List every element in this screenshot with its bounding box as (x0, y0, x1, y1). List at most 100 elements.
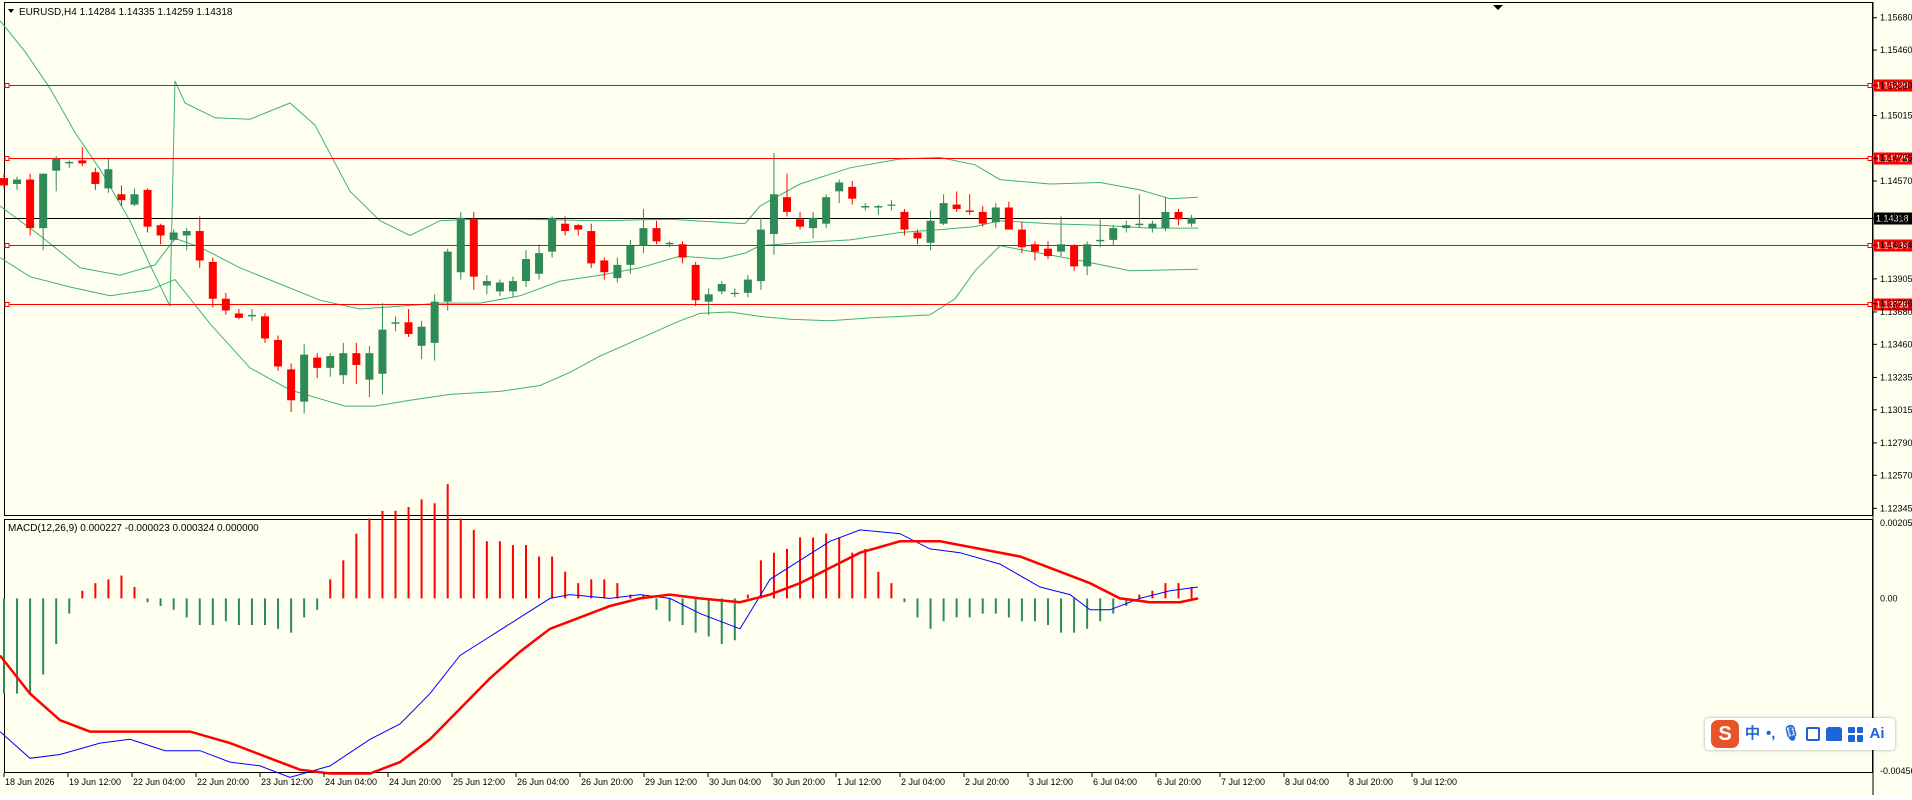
time-label: 6 Jul 04:00 (1093, 777, 1137, 787)
candle (756, 217, 765, 290)
level-price-tag (1874, 298, 1912, 311)
candle-body (404, 322, 413, 335)
skin-icon[interactable] (1826, 727, 1843, 741)
candle-body (469, 219, 478, 277)
candle (1109, 225, 1118, 246)
macd-axis-label: 0.00 (1880, 593, 1898, 603)
candle (404, 309, 413, 337)
ime-language-toggle[interactable]: 中 (1745, 725, 1761, 742)
candle-body (378, 329, 387, 374)
candle (1030, 241, 1039, 261)
time-label: 24 Jun 04:00 (325, 777, 377, 787)
sogou-logo-icon[interactable]: S (1711, 720, 1739, 748)
keyboard-icon[interactable] (1806, 727, 1821, 741)
time-label: 19 Jun 12:00 (69, 777, 121, 787)
candle-body (809, 217, 818, 229)
candle (156, 223, 165, 245)
level-handle[interactable] (1867, 83, 1873, 88)
candle (247, 309, 256, 321)
microphone-icon[interactable]: 🎙 (1781, 725, 1801, 742)
level-price-label: 1.13736 (1876, 300, 1909, 310)
candle (1135, 194, 1144, 229)
candle-body (1070, 245, 1079, 267)
candle-body (508, 281, 517, 292)
current-price-label: 1.14318 (1876, 214, 1909, 224)
candle-body (717, 284, 726, 292)
candle-body (1017, 229, 1026, 248)
candle (378, 303, 387, 395)
candle (0, 173, 8, 189)
candle (783, 173, 791, 217)
candle-body (300, 354, 309, 402)
candle-body (522, 259, 530, 282)
level-price-tag (1874, 79, 1912, 92)
time-label: 7 Jul 12:00 (1221, 777, 1265, 787)
price-label: 1.13235 (1880, 372, 1912, 382)
candle (1161, 197, 1170, 232)
candle (613, 257, 622, 283)
candle-body (26, 179, 35, 229)
candle-body (65, 161, 74, 164)
candle (143, 188, 152, 233)
candle (769, 153, 778, 255)
candle-body (574, 225, 583, 230)
ime-punctuation-toggle[interactable]: •, (1766, 725, 1776, 742)
candle-body (939, 203, 948, 224)
candle-body (182, 231, 191, 236)
candle-body (848, 186, 857, 199)
candle (1174, 208, 1183, 226)
level-handle[interactable] (4, 83, 10, 88)
candle (1187, 214, 1196, 227)
level-handle[interactable] (4, 156, 10, 161)
horizontal-levels[interactable]: 1.15220 1.14725 1.14134 1.13736 1.14318 (4, 79, 1912, 311)
candle (456, 211, 465, 280)
level-handle[interactable] (1867, 302, 1873, 307)
candle (339, 342, 348, 385)
candle-body (704, 294, 713, 302)
candle-body (652, 228, 661, 242)
candle-body (926, 220, 935, 243)
candle-body (261, 316, 269, 339)
candle-body (391, 322, 400, 324)
chart-shift-arrow-icon[interactable] (1493, 5, 1503, 10)
toolbox-grid-icon[interactable] (1848, 726, 1864, 742)
candle (652, 220, 661, 245)
level-handle[interactable] (4, 243, 10, 248)
candle-body (613, 264, 622, 279)
macd-header: MACD(12,26,9) 0.000227 -0.000023 0.00032… (8, 523, 259, 534)
candle (52, 156, 61, 192)
candle (91, 167, 100, 190)
candle-body (287, 369, 296, 401)
level-handle[interactable] (1867, 156, 1873, 161)
candle-body (495, 282, 504, 292)
candle-body (104, 169, 113, 189)
level-price-label: 1.15220 (1876, 81, 1909, 91)
candle-body (887, 204, 896, 206)
candle-body (13, 179, 22, 184)
time-label: 22 Jun 20:00 (197, 777, 249, 787)
price-label: 1.13905 (1880, 274, 1912, 284)
candle-body (900, 211, 909, 230)
time-label: 30 Jun 04:00 (709, 777, 761, 787)
candle-body (769, 194, 778, 234)
candle-body (1174, 211, 1183, 220)
level-handle[interactable] (1867, 243, 1873, 248)
time-label: 2 Jul 04:00 (901, 777, 945, 787)
candle-body (1044, 248, 1052, 257)
ime-toolbar[interactable]: S 中 •, 🎙 Ai (1705, 718, 1895, 750)
time-label: 1 Jul 12:00 (837, 777, 881, 787)
candle (391, 316, 400, 332)
time-label: 22 Jun 04:00 (133, 777, 185, 787)
price-label: 1.14725 (1880, 153, 1912, 163)
candle (574, 223, 583, 236)
ime-ai-button[interactable]: Ai (1869, 725, 1885, 742)
price-label: 1.14134 (1880, 240, 1912, 250)
candle (639, 208, 648, 254)
candle (848, 181, 857, 205)
symbol-dropdown-icon[interactable] (8, 9, 14, 13)
candle (535, 244, 544, 280)
candle-body (78, 160, 87, 164)
level-handle[interactable] (4, 302, 10, 307)
